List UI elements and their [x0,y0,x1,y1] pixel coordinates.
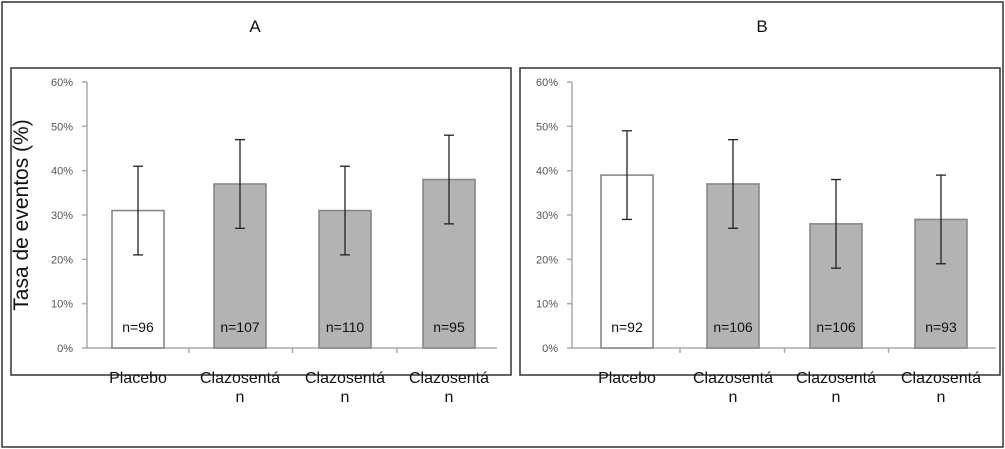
panel-b-y-tick-label: 50% [536,121,558,133]
panel-a-title: A [249,17,261,36]
panel-a-y-tick-label: 40% [51,166,73,178]
panel-b-category-label: Clazosentá n [901,370,981,406]
panel-b-n-label: n=106 [816,319,856,335]
panel-b-category-label: Placebo [598,370,656,387]
panel-a-n-label: n=110 [326,319,364,335]
panel-a: A 0% 10% 20% 30% 40% 50% 60% n=96 Placebo n=107 Cla… [51,17,497,406]
panel-a-category-label: Clazosentá n [305,370,385,406]
panel-a-y-tick-label: 60% [51,77,73,89]
panel-a-n-label: n=107 [220,319,260,335]
panel-a-n-label: n=95 [433,319,465,335]
panel-b-y-tick-label: 20% [536,254,558,266]
panel-a-n-label: n=96 [122,319,154,335]
panel-b-category-label: Clazosentá n [796,370,876,406]
panel-b-y-tick-label: 30% [536,210,558,222]
panel-a-y-tick-label: 10% [51,299,73,311]
panel-b-y-tick-label: 10% [536,299,558,311]
panel-a-bar [213,183,267,349]
panel-a-category-label: Placebo [109,370,167,387]
panel-b-y-tick-label: 60% [536,77,558,89]
panel-a-y-tick-label: 20% [51,254,73,266]
panel-b-y-tick-label: 0% [542,343,558,355]
panel-b-title: B [756,17,767,36]
panel-b-y-tick-label: 40% [536,166,558,178]
panel-b-n-label: n=92 [611,319,643,335]
panel-a-category-label: Clazosentá n [200,370,280,406]
panel-b-category-label: Clazosentá n [693,370,773,406]
y-axis-label: Tasa de eventos (%) [10,119,33,310]
panel-b-n-label: n=93 [925,319,957,335]
panel-a-category-label: Clazosentá n [409,370,489,406]
panel-a-y-tick-label: 30% [51,210,73,222]
panel-a-y-tick-label: 0% [57,343,73,355]
panel-b: B 0% 10% 20% 30% 40% 50% 60% n=92 Placebo n=106 Cla… [536,17,996,406]
panel-a-y-tick-label: 50% [51,121,73,133]
panel-b-n-label: n=106 [713,319,753,335]
